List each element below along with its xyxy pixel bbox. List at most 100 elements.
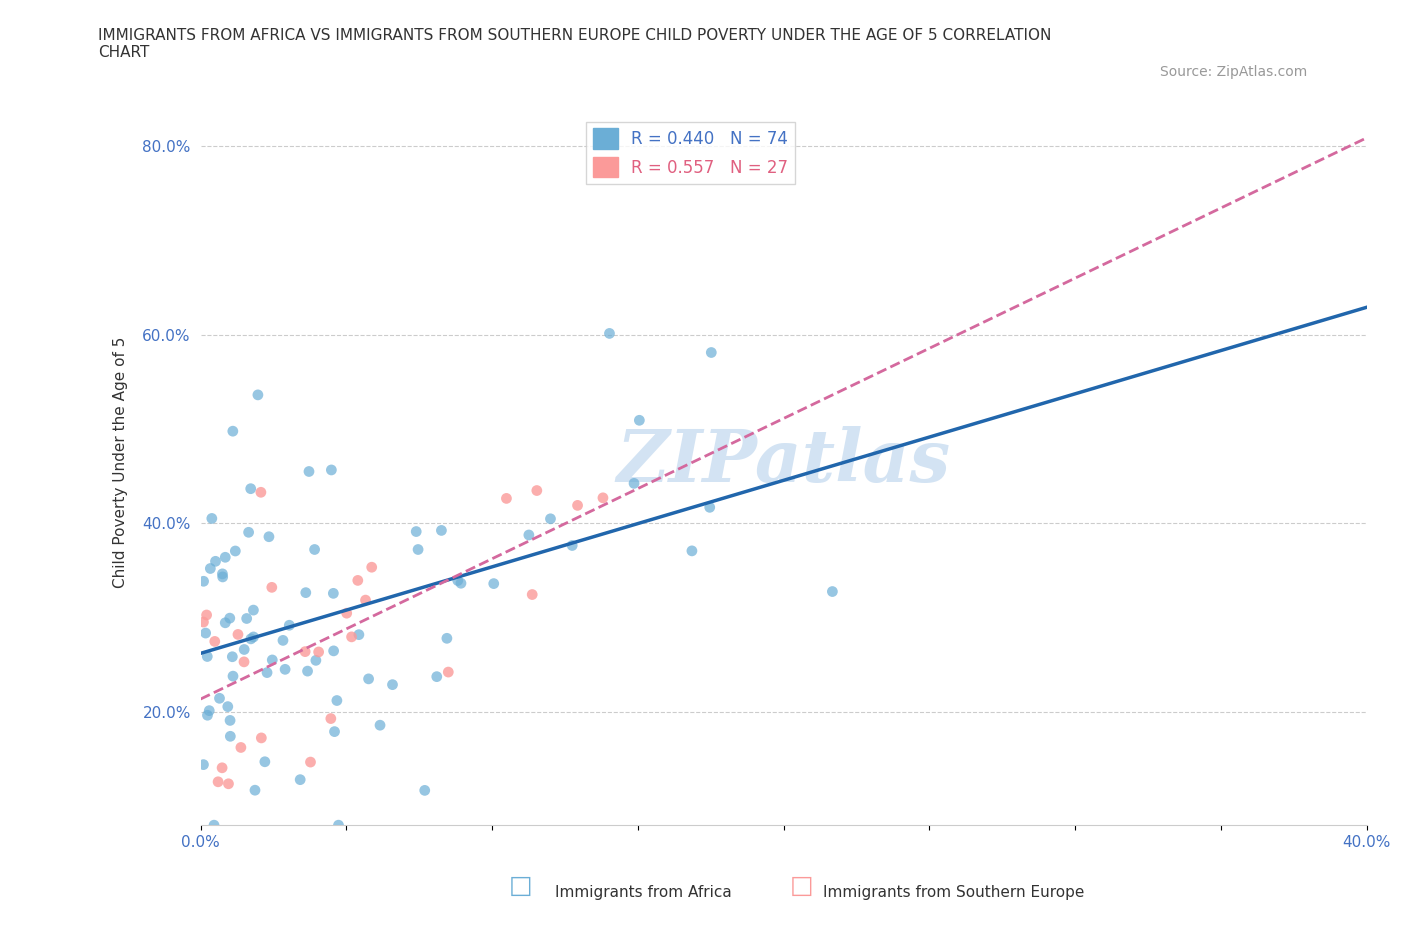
Point <box>305 653 328 668</box>
Point <box>381 677 404 692</box>
Point <box>522 587 544 602</box>
Point <box>201 511 224 525</box>
Point <box>222 669 245 684</box>
Point <box>278 618 301 632</box>
Point <box>540 512 562 526</box>
Point <box>495 491 517 506</box>
Text: □: □ <box>509 874 531 897</box>
Point <box>319 711 342 726</box>
Point <box>340 630 363 644</box>
Point <box>447 573 470 588</box>
Text: Source: ZipAtlas.com: Source: ZipAtlas.com <box>1160 65 1308 79</box>
Point <box>328 817 350 832</box>
Point <box>246 388 269 403</box>
Point <box>517 527 540 542</box>
Point <box>243 783 266 798</box>
Point <box>250 730 273 745</box>
Point <box>623 476 645 491</box>
Point <box>219 713 242 728</box>
Point <box>298 464 321 479</box>
Point <box>326 693 349 708</box>
Point <box>235 611 257 626</box>
Point <box>821 584 844 599</box>
Point <box>308 644 330 659</box>
Point <box>323 724 346 739</box>
Point <box>357 671 380 686</box>
Point <box>262 653 284 668</box>
Legend: R = 0.440   N = 74, R = 0.557   N = 27: R = 0.440 N = 74, R = 0.557 N = 27 <box>586 122 794 184</box>
Point <box>202 817 225 832</box>
Point <box>253 754 276 769</box>
Point <box>346 573 368 588</box>
Point <box>219 729 242 744</box>
Point <box>347 627 370 642</box>
Point <box>208 691 231 706</box>
Point <box>242 630 264 644</box>
Point <box>217 699 239 714</box>
Point <box>354 592 377 607</box>
Point <box>405 525 427 539</box>
Point <box>198 703 221 718</box>
Point <box>257 529 280 544</box>
Point <box>360 560 382 575</box>
Point <box>195 607 218 622</box>
Point <box>211 761 233 776</box>
Point <box>437 665 460 680</box>
Point <box>699 500 721 515</box>
Point <box>271 633 294 648</box>
Point <box>681 543 703 558</box>
Point <box>221 649 243 664</box>
Point <box>204 554 226 569</box>
Point <box>322 644 344 658</box>
Text: Immigrants from Africa: Immigrants from Africa <box>555 885 733 900</box>
Point <box>207 775 229 790</box>
Point <box>193 757 215 772</box>
Point <box>436 631 458 645</box>
Point <box>194 626 217 641</box>
Point <box>256 665 278 680</box>
Point <box>211 566 233 581</box>
Point <box>561 538 583 553</box>
Point <box>250 485 273 499</box>
Point <box>304 542 326 557</box>
Point <box>229 740 252 755</box>
Point <box>239 481 262 496</box>
Point <box>430 523 453 538</box>
Point <box>274 662 297 677</box>
Point <box>239 631 262 646</box>
Point <box>238 525 260 539</box>
Point <box>628 413 651 428</box>
Point <box>450 576 472 591</box>
Point <box>299 754 322 769</box>
Text: IMMIGRANTS FROM AFRICA VS IMMIGRANTS FROM SOUTHERN EUROPE CHILD POVERTY UNDER TH: IMMIGRANTS FROM AFRICA VS IMMIGRANTS FRO… <box>98 28 1052 60</box>
Point <box>526 483 548 498</box>
Y-axis label: Child Poverty Under the Age of 5: Child Poverty Under the Age of 5 <box>114 337 128 588</box>
Point <box>297 664 319 679</box>
Point <box>290 772 312 787</box>
Point <box>195 649 218 664</box>
Point <box>193 574 215 589</box>
Point <box>218 611 240 626</box>
Text: Immigrants from Southern Europe: Immigrants from Southern Europe <box>823 885 1084 900</box>
Point <box>233 642 256 657</box>
Point <box>217 777 239 791</box>
Point <box>294 644 316 659</box>
Point <box>214 616 236 631</box>
Point <box>226 627 249 642</box>
Point <box>336 605 359 620</box>
Point <box>322 586 344 601</box>
Point <box>200 561 222 576</box>
Point <box>242 603 264 618</box>
Point <box>406 542 429 557</box>
Point <box>214 550 236 565</box>
Point <box>321 462 343 477</box>
Point <box>567 498 589 512</box>
Point <box>197 708 219 723</box>
Point <box>211 569 233 584</box>
Point <box>368 718 391 733</box>
Point <box>193 615 215 630</box>
Point <box>233 655 256 670</box>
Point <box>592 490 614 505</box>
Point <box>700 345 723 360</box>
Point <box>598 326 620 341</box>
